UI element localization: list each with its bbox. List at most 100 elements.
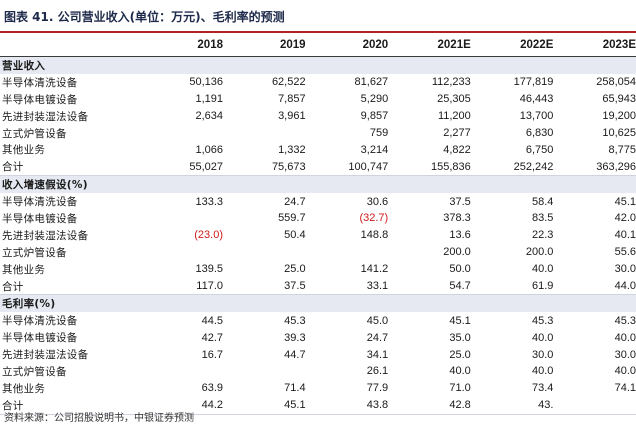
value-cell: 61.9: [470, 277, 554, 296]
value-cell: 378.3: [443, 212, 471, 225]
row-label: 先进封装湿法设备: [2, 349, 89, 362]
title-divider: [0, 31, 636, 33]
row-label: 合计: [0, 396, 141, 415]
table-row: 半导体清洗设备 133.3 24.7 30.6 37.5 58.4 45.1: [0, 193, 636, 210]
value-cell: 40.0: [531, 365, 554, 378]
value-cell: 25,305: [437, 93, 471, 106]
row-label: 先进封装湿法设备: [2, 110, 89, 123]
value-cell: 71.4: [284, 382, 306, 395]
value-cell: 45.1: [614, 195, 636, 208]
value-cell: 6,830: [525, 127, 554, 139]
value-cell: [140, 363, 223, 380]
value-cell: 258,054: [596, 76, 636, 89]
value-cell: 45.1: [223, 396, 306, 415]
value-cell: 139.5: [195, 263, 223, 276]
value-cell: 363,296: [553, 158, 636, 177]
value-cell: 74.1: [614, 382, 636, 395]
row-label: 半导体清洗设备: [2, 315, 78, 328]
value-cell: 45.1: [449, 314, 471, 327]
table-row: 立式炉管设备 759 2,277 6,830 10,625: [0, 125, 636, 142]
value-cell: 42.7: [201, 331, 223, 344]
value-cell: 100,747: [305, 158, 389, 177]
value-cell: 133.3: [195, 195, 223, 208]
section-header-row: 收入增速假设(%): [0, 175, 636, 194]
value-cell: 24.7: [366, 331, 389, 344]
year-header: 2020: [305, 34, 389, 57]
value-cell: 6,750: [525, 143, 554, 156]
value-cell: 117.0: [140, 277, 223, 296]
value-cell: [140, 210, 223, 227]
table-row: 合计 55,027 75,673 100,747 155,836 252,242 363,2…: [0, 158, 636, 177]
value-cell: 9,857: [360, 110, 389, 123]
value-cell: 5,290: [360, 93, 389, 106]
figure-title: 图表 41. 公司营业收入(单位：万元)、毛利率的预测: [4, 10, 285, 24]
row-label: 半导体清洗设备: [2, 196, 78, 209]
value-cell: 25.0: [284, 263, 306, 276]
table-row: 半导体电镀设备 1,191 7,857 5,290 25,305 46,443 65,943: [0, 91, 636, 108]
value-cell: 13,700: [519, 110, 554, 123]
value-cell: 10,625: [602, 127, 636, 139]
value-cell: 759: [369, 127, 389, 139]
value-cell: (23.0): [194, 229, 223, 242]
section-label: 毛利率(%): [0, 294, 636, 313]
table-row: 先进封装湿法设备 (23.0) 50.4 148.8 13.6 22.3 40.1: [0, 227, 636, 244]
row-label: 半导体电镀设备: [2, 93, 78, 106]
table-body: 营业收入 半导体清洗设备 50,136 62,522 81,627 112,233 177,…: [0, 56, 636, 415]
value-cell: 7,857: [278, 93, 306, 106]
value-cell: 50.0: [449, 263, 471, 276]
table-row: 半导体清洗设备 50,136 62,522 81,627 112,233 177,819 2…: [0, 74, 636, 91]
section-label: 收入增速假设(%): [0, 175, 636, 194]
value-cell: 11,200: [437, 110, 471, 123]
value-cell: 77.9: [366, 382, 389, 395]
value-cell: 155,836: [388, 158, 471, 177]
table-row: 其他业务 139.5 25.0 141.2 50.0 40.0 30.0: [0, 261, 636, 278]
header-row: 2018 2019 2020 2021E 2022E 2023E: [0, 34, 636, 57]
value-cell: 3,214: [360, 143, 389, 156]
value-cell: 1,191: [195, 93, 223, 106]
value-cell: 44.2: [140, 396, 223, 415]
value-cell: 37.5: [449, 195, 471, 208]
year-header: 2019: [223, 34, 306, 57]
value-cell: 44.7: [284, 348, 306, 361]
year-header: 2021E: [388, 34, 471, 57]
value-cell: 22.3: [531, 229, 554, 242]
row-label: 立式炉管设备: [2, 127, 67, 140]
value-cell: 34.1: [366, 348, 389, 361]
value-cell: [140, 244, 223, 261]
value-cell: 42.8: [388, 396, 471, 415]
value-cell: 30.6: [366, 195, 389, 208]
value-cell: [223, 125, 306, 142]
table-row: 其他业务 1,066 1,332 3,214 4,822 6,750 8,775: [0, 141, 636, 158]
table-row: 半导体清洗设备 44.5 45.3 45.0 45.1 45.3 45.3: [0, 312, 636, 329]
table-row: 合计 117.0 37.5 33.1 54.7 61.9 44.0: [0, 277, 636, 296]
table-row: 半导体电镀设备 559.7 (32.7) 378.3 83.5 42.0: [0, 210, 636, 227]
value-cell: 4,822: [443, 143, 471, 156]
value-cell: 8,775: [608, 143, 636, 156]
value-cell: 35.0: [449, 331, 471, 344]
value-cell: 63.9: [201, 382, 223, 395]
value-cell: 42.0: [614, 212, 636, 225]
value-cell: 75,673: [223, 158, 306, 177]
value-cell: 45.3: [614, 314, 636, 327]
table-row: 先进封装湿法设备 2,634 3,961 9,857 11,200 13,700 19,20…: [0, 108, 636, 125]
value-cell: 19,200: [602, 110, 636, 123]
row-label: 其他业务: [2, 144, 46, 157]
row-label: 其他业务: [2, 382, 46, 395]
value-cell: 141.2: [360, 263, 389, 276]
value-cell: 44.5: [201, 314, 223, 327]
value-cell: 54.7: [388, 277, 471, 296]
row-label: 半导体电镀设备: [2, 212, 78, 225]
value-cell: [223, 363, 306, 380]
value-cell: 2,277: [443, 127, 471, 139]
table-row: 先进封装湿法设备 16.7 44.7 34.1 25.0 30.0 30.0: [0, 346, 636, 363]
value-cell: 50,136: [189, 76, 223, 89]
year-header: 2018: [140, 34, 223, 57]
value-cell: 44.0: [553, 277, 636, 296]
value-cell: 559.7: [278, 212, 306, 225]
value-cell: 40.0: [449, 365, 471, 378]
table-row: 其他业务 63.9 71.4 77.9 71.0 73.4 74.1: [0, 380, 636, 397]
row-label: 合计: [0, 158, 141, 177]
section-label: 营业收入: [0, 56, 636, 74]
value-cell: 58.4: [531, 195, 554, 208]
row-label: 半导体电镀设备: [2, 332, 78, 345]
